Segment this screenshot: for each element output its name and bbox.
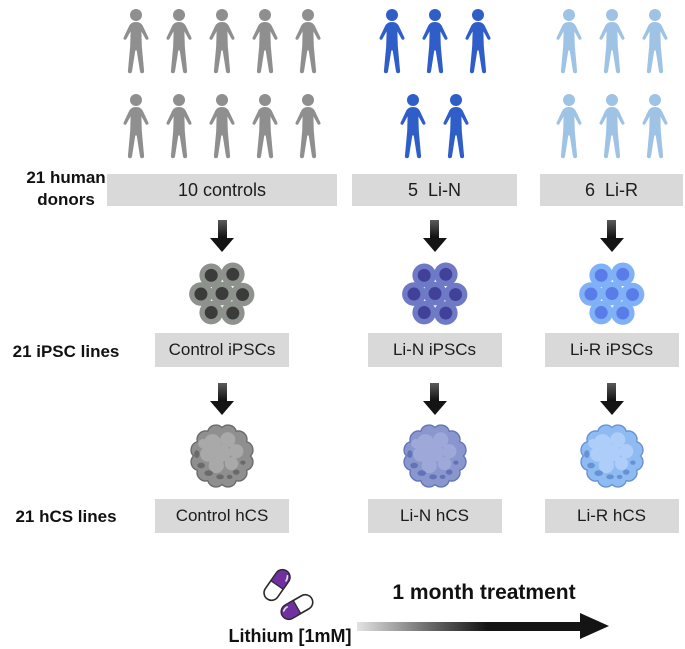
person-icon [116, 91, 156, 167]
stage-label-hcs-lines: 21 hCS lines [15, 507, 117, 526]
ipsc-box-li-r: Li-R iPSCs [544, 333, 679, 367]
figures-row-1 [352, 6, 517, 82]
person-icon [245, 91, 285, 167]
donors-box-li-r: 6 Li-R [540, 174, 683, 206]
ipsc-box-controls: Control iPSCs [155, 333, 289, 367]
organoid-icon [184, 418, 260, 494]
person-icon [159, 6, 199, 82]
person-icon [288, 6, 328, 82]
ipsc-cluster-icon [398, 256, 472, 330]
person-icon [159, 91, 199, 167]
person-icon [245, 6, 285, 82]
lithium-dose-label: Lithium [1mM] [228, 626, 352, 646]
column-li-n: 5 Li-N Li-N iPSCs Li-N hCS [352, 0, 517, 540]
stage-label-line2: donors [37, 190, 95, 209]
person-icon [116, 6, 156, 82]
person-icon [436, 91, 476, 167]
donors-box-controls: 10 controls [107, 174, 337, 206]
person-icon [458, 6, 498, 82]
figures-row-1 [540, 6, 683, 82]
person-icon [635, 6, 675, 82]
timeline-arrow-icon [357, 613, 609, 639]
person-icon [372, 6, 412, 82]
figures-row-2 [352, 91, 517, 167]
stage-label-line1: 21 human [26, 168, 106, 187]
donor-figures-li-n [352, 6, 517, 167]
person-icon [415, 6, 455, 82]
organoid-icon [397, 418, 473, 494]
organoid-icon [574, 418, 650, 494]
arrow-down-icon [599, 220, 624, 252]
arrow-down-icon [422, 383, 447, 415]
column-controls: 10 controls Control iPSCs Control hCS [107, 0, 337, 540]
stage-label-ipsc-lines: 21 iPSC lines [12, 342, 120, 361]
donors-box-li-n: 5 Li-N [352, 174, 517, 206]
hcs-box-li-n: Li-N hCS [367, 499, 502, 533]
person-icon [592, 91, 632, 167]
arrow-down-icon [422, 220, 447, 252]
arrow-down-icon [210, 383, 234, 415]
arrow-down-icon [599, 383, 624, 415]
person-icon [592, 6, 632, 82]
person-icon [549, 91, 589, 167]
hcs-box-controls: Control hCS [155, 499, 289, 533]
ipsc-box-li-n: Li-N iPSCs [367, 333, 502, 367]
person-icon [202, 6, 242, 82]
figures-row-2 [540, 91, 683, 167]
ipsc-cluster-icon [185, 256, 259, 330]
donor-figures-controls [107, 6, 337, 167]
person-icon [288, 91, 328, 167]
hcs-box-li-r: Li-R hCS [544, 499, 679, 533]
person-icon [202, 91, 242, 167]
person-icon [393, 91, 433, 167]
treatment-duration-label: 1 month treatment [392, 581, 576, 604]
figures-row-2 [107, 91, 337, 167]
figures-row-1 [107, 6, 337, 82]
lithium-pills-icon [263, 568, 314, 621]
ipsc-cluster-icon [575, 256, 649, 330]
person-icon [635, 91, 675, 167]
person-icon [549, 6, 589, 82]
donor-figures-li-r [540, 6, 683, 167]
stage-label-human-donors: 21 human donors [0, 167, 132, 211]
arrow-down-icon [210, 220, 234, 252]
column-li-r: 6 Li-R Li-R iPSCs Li-R hCS [540, 0, 683, 540]
